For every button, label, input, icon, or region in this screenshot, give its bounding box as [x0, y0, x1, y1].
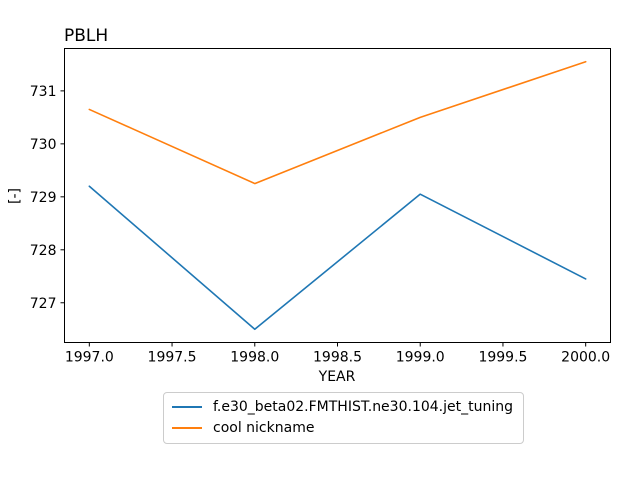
legend-label: f.e30_beta02.FMTHIST.ne30.104.jet_tuning: [213, 399, 513, 415]
legend: f.e30_beta02.FMTHIST.ne30.104.jet_tuning…: [163, 392, 524, 444]
y-tick-label: 728: [30, 243, 57, 259]
chart-title: PBLH: [64, 26, 109, 46]
y-tick-label: 727: [30, 296, 57, 312]
x-tick-label: 1998.5: [313, 350, 362, 366]
series-line-1: [88, 60, 587, 185]
x-axis-label: YEAR: [318, 369, 356, 385]
x-tick-label: 1997.0: [65, 350, 114, 366]
axes-frame: [64, 48, 611, 343]
x-tick-label: 1999.0: [396, 350, 445, 366]
y-axis-label: [-]: [7, 188, 23, 204]
legend-line-swatch: [172, 427, 202, 429]
legend-line-swatch: [172, 406, 202, 408]
x-tick-label: 1998.0: [230, 350, 279, 366]
legend-item: cool nickname: [172, 419, 513, 437]
y-tick-label: 731: [30, 84, 57, 100]
y-tick-label: 729: [30, 190, 57, 206]
x-tick-label: 1999.5: [478, 350, 527, 366]
x-tick-label: 1997.5: [148, 350, 197, 366]
legend-item: f.e30_beta02.FMTHIST.ne30.104.jet_tuning: [172, 398, 513, 416]
series-line-0: [88, 185, 587, 331]
legend-label: cool nickname: [213, 420, 315, 436]
y-tick-label: 730: [30, 137, 57, 153]
x-tick-label: 2000.0: [561, 350, 610, 366]
